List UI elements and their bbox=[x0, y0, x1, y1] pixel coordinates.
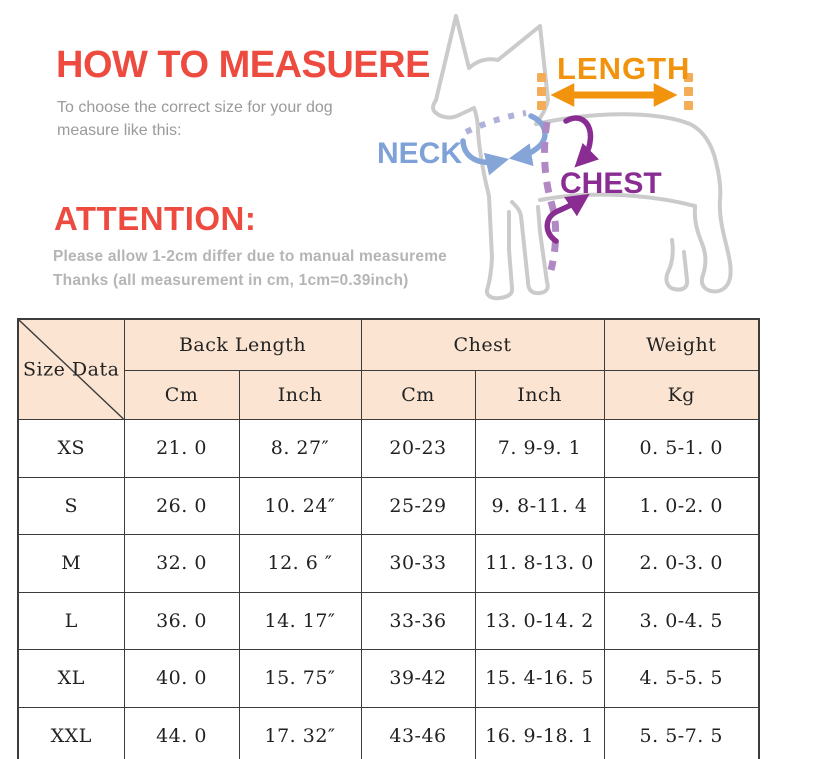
size-chart-table: Size Data Back Length Chest Weight Cm In… bbox=[17, 318, 760, 759]
value-cell: 4. 5-5. 5 bbox=[603, 649, 760, 708]
subtitle: To choose the correct size for your dog … bbox=[57, 96, 333, 142]
value-cell: 13. 0-14. 2 bbox=[474, 591, 605, 650]
subtitle-line-2: measure like this: bbox=[57, 122, 182, 140]
unit-weight-kg: Kg bbox=[603, 370, 760, 420]
value-cell: 2. 0-3. 0 bbox=[603, 534, 760, 593]
attention-text: Please allow 1-2cm differ due to manual … bbox=[53, 245, 471, 293]
neck-dotted-line bbox=[464, 110, 527, 135]
unit-chest-cm: Cm bbox=[360, 370, 476, 420]
value-cell: 43-46 bbox=[360, 706, 476, 759]
value-cell: 36. 0 bbox=[123, 591, 240, 650]
value-cell: 1. 0-2. 0 bbox=[603, 476, 760, 535]
value-cell: 5. 5-7. 5 bbox=[603, 706, 760, 759]
column-group-weight: Weight bbox=[603, 318, 760, 371]
corner-diagonal-line bbox=[19, 320, 124, 419]
attention-title: ATTENTION: bbox=[54, 200, 257, 237]
corner-label: Size Data bbox=[23, 358, 120, 381]
value-cell: 7. 9-9. 1 bbox=[474, 419, 605, 478]
value-cell: 32. 0 bbox=[123, 534, 240, 593]
value-cell: 12. 6 ″ bbox=[238, 534, 362, 593]
size-cell: L bbox=[17, 591, 125, 650]
column-group-chest: Chest bbox=[360, 318, 605, 371]
page-title: HOW TO MEASUERE bbox=[56, 44, 430, 86]
table-row: S 26. 0 10. 24″ 25-29 9. 8-11. 4 1. 0-2. 0 bbox=[17, 476, 760, 535]
neck-label: NECK bbox=[377, 137, 463, 170]
value-cell: 11. 8-13. 0 bbox=[474, 534, 605, 593]
attention-line-2: Thanks (all measurement in cm, 1cm=0.39i… bbox=[53, 272, 409, 290]
subtitle-line-1: To choose the correct size for your dog bbox=[57, 99, 333, 116]
size-cell: M bbox=[17, 534, 125, 593]
value-cell: 17. 32″ bbox=[238, 706, 362, 759]
value-cell: 33-36 bbox=[360, 591, 476, 650]
column-group-back-length: Back Length bbox=[123, 318, 362, 371]
unit-back-length-inch: Inch bbox=[238, 370, 362, 420]
table-row: XL 40. 0 15. 75″ 39-42 15. 4-16. 5 4. 5-5. 5 bbox=[17, 649, 760, 708]
value-cell: 15. 75″ bbox=[238, 649, 362, 708]
table-row: M 32. 0 12. 6 ″ 30-33 11. 8-13. 0 2. 0-3. 0 bbox=[17, 534, 760, 593]
value-cell: 25-29 bbox=[360, 476, 476, 535]
size-cell: S bbox=[17, 476, 125, 535]
value-cell: 39-42 bbox=[360, 649, 476, 708]
size-cell: XS bbox=[17, 419, 125, 478]
value-cell: 40. 0 bbox=[123, 649, 240, 708]
value-cell: 30-33 bbox=[360, 534, 476, 593]
value-cell: 15. 4-16. 5 bbox=[474, 649, 605, 708]
corner-cell: Size Data bbox=[17, 318, 125, 420]
value-cell: 14. 17″ bbox=[238, 591, 362, 650]
value-cell: 9. 8-11. 4 bbox=[474, 476, 605, 535]
value-cell: 20-23 bbox=[360, 419, 476, 478]
chest-label: CHEST bbox=[560, 167, 662, 200]
size-table-body: XS 21. 0 8. 27″ 20-23 7. 9-9. 1 0. 5-1. 0 S 26.… bbox=[17, 419, 760, 759]
chest-dashed-line bbox=[541, 121, 560, 271]
attention-line-1: Please allow 1-2cm differ due to manual … bbox=[53, 248, 448, 265]
value-cell: 26. 0 bbox=[123, 476, 240, 535]
table-row: XS 21. 0 8. 27″ 20-23 7. 9-9. 1 0. 5-1. 0 bbox=[17, 419, 760, 478]
table-row: XXL 44. 0 17. 32″ 43-46 16. 9-18. 1 5. 5-7. 5 bbox=[17, 706, 760, 759]
table-row: L 36. 0 14. 17″ 33-36 13. 0-14. 2 3. 0-4. 5 bbox=[17, 591, 760, 650]
value-cell: 44. 0 bbox=[123, 706, 240, 759]
value-cell: 3. 0-4. 5 bbox=[603, 591, 760, 650]
size-cell: XL bbox=[17, 649, 125, 708]
unit-back-length-cm: Cm bbox=[123, 370, 240, 420]
value-cell: 21. 0 bbox=[123, 419, 240, 478]
size-cell: XXL bbox=[17, 706, 125, 759]
value-cell: 0. 5-1. 0 bbox=[603, 419, 760, 478]
value-cell: 10. 24″ bbox=[238, 476, 362, 535]
value-cell: 8. 27″ bbox=[238, 419, 362, 478]
length-label: LENGTH bbox=[557, 51, 691, 86]
unit-chest-inch: Inch bbox=[474, 370, 605, 420]
value-cell: 16. 9-18. 1 bbox=[474, 706, 605, 759]
neck-arrow-icons bbox=[460, 113, 548, 176]
